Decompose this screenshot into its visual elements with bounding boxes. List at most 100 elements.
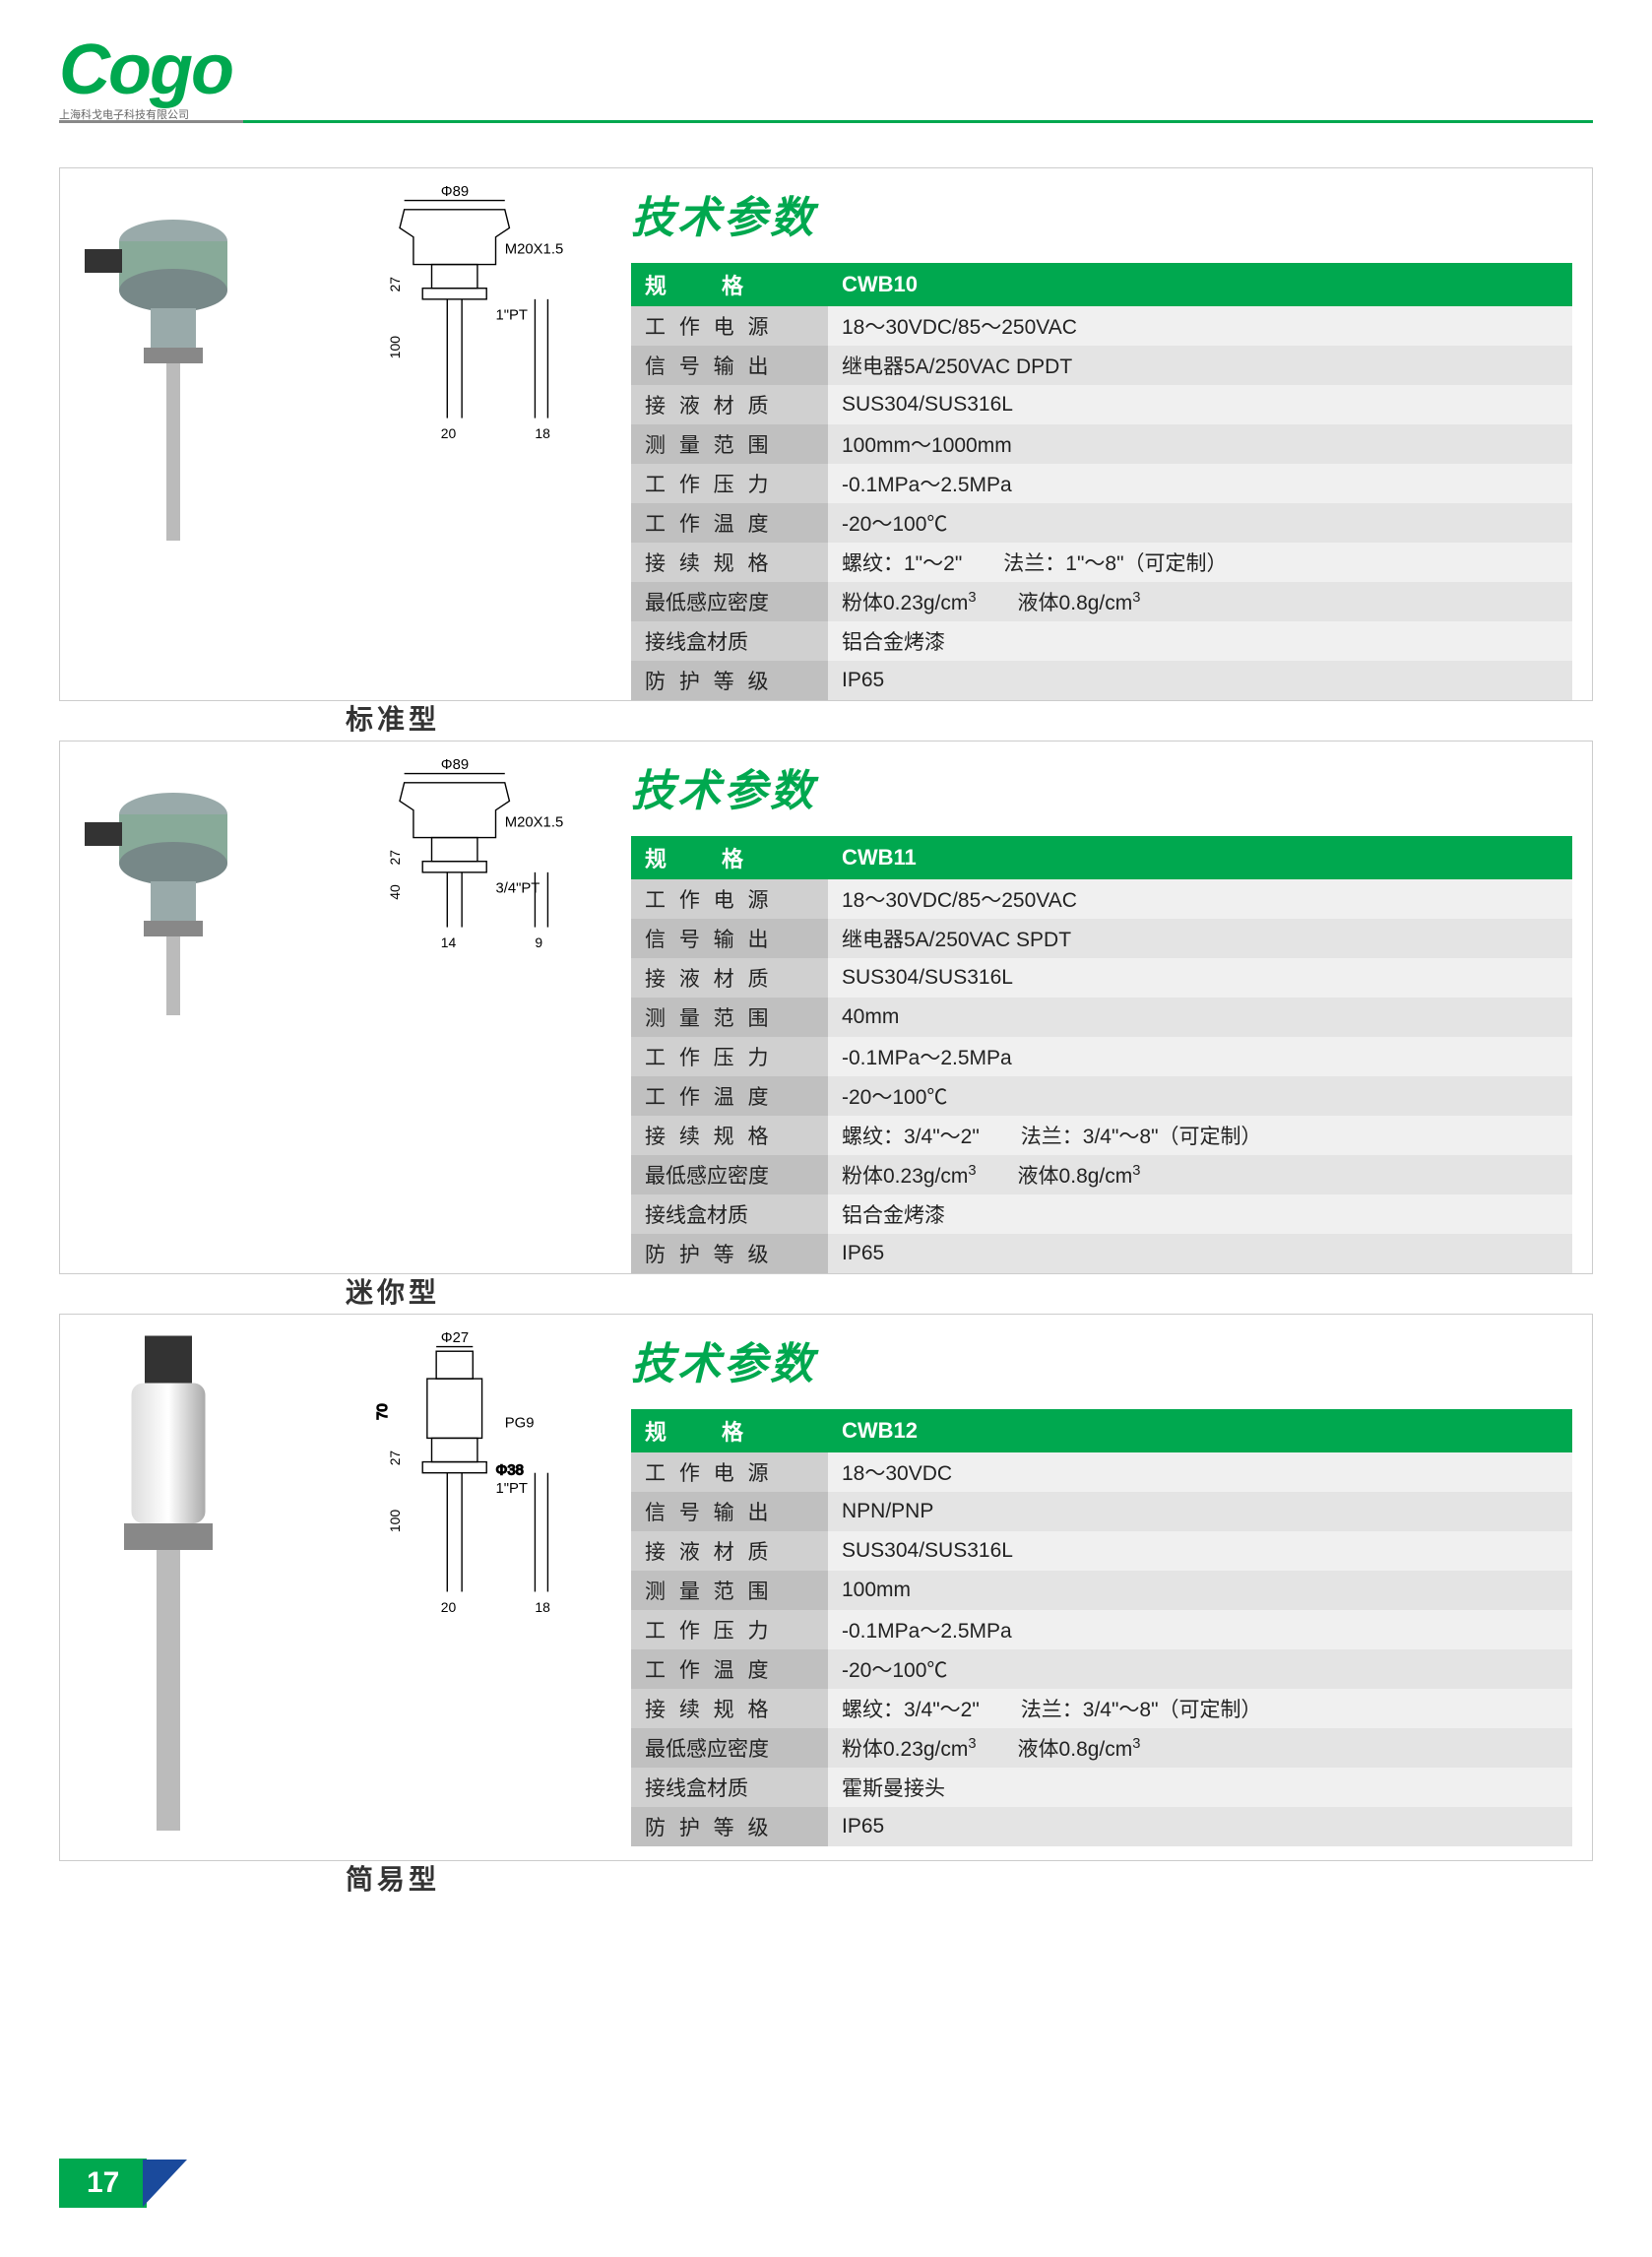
product-block: Φ27 PG9 1"PT 27 100 20 18 Φ38 70 简易型 技术参… xyxy=(59,1314,1593,1861)
spec-table: 规 格 CWB11 工 作 电 源 18～30VDC/85～250VAC 信 号… xyxy=(631,836,1572,1273)
page-footer: 17 xyxy=(59,2159,187,2208)
svg-text:PG9: PG9 xyxy=(505,1415,535,1431)
spec-value: 18～30VDC/85～250VAC xyxy=(828,879,1572,919)
product-block: Φ89 M20X1.5 3/4"PT 27 40 14 9 迷你型 技术参数 规… xyxy=(59,741,1593,1274)
svg-text:Φ38: Φ38 xyxy=(495,1463,523,1479)
spec-value: 18～30VDC xyxy=(828,1452,1572,1492)
spec-label: 接 续 规 格 xyxy=(631,1689,828,1728)
spec-value: 100mm xyxy=(828,1571,1572,1610)
spec-value: SUS304/SUS316L xyxy=(828,385,1572,424)
spec-label: 信 号 输 出 xyxy=(631,1492,828,1531)
product-left: Φ89 M20X1.5 1"PT 27 100 20 18 标准型 xyxy=(80,182,611,700)
product-type-label: 迷你型 xyxy=(346,1271,440,1311)
spec-value: 铝合金烤漆 xyxy=(828,621,1572,661)
product-photo xyxy=(80,1328,257,1860)
header-divider xyxy=(59,120,1593,123)
spec-label: 接 续 规 格 xyxy=(631,543,828,582)
svg-text:40: 40 xyxy=(387,884,403,900)
spec-value: 螺纹：3/4"～2" 法兰：3/4"～8"（可定制） xyxy=(828,1689,1572,1728)
svg-text:1"PT: 1"PT xyxy=(495,1481,528,1497)
spec-label: 信 号 输 出 xyxy=(631,919,828,958)
svg-text:1"PT: 1"PT xyxy=(495,307,528,323)
spec-label: 最低感应密度 xyxy=(631,582,828,621)
product-photo xyxy=(80,755,257,1149)
table-header-model: CWB10 xyxy=(828,263,1572,306)
spec-label: 最低感应密度 xyxy=(631,1728,828,1768)
spec-value: -20～100℃ xyxy=(828,1649,1572,1689)
table-header-label: 规 格 xyxy=(631,836,828,879)
section-title: 技术参数 xyxy=(631,182,1572,245)
spec-value: 螺纹：3/4"～2" 法兰：3/4"～8"（可定制） xyxy=(828,1116,1572,1155)
spec-label: 测 量 范 围 xyxy=(631,998,828,1037)
svg-text:18: 18 xyxy=(535,1599,550,1615)
spec-label: 测 量 范 围 xyxy=(631,1571,828,1610)
spec-label: 接线盒材质 xyxy=(631,621,828,661)
table-header-label: 规 格 xyxy=(631,263,828,306)
spec-value: -20～100℃ xyxy=(828,503,1572,543)
svg-text:27: 27 xyxy=(387,277,403,292)
page-number: 17 xyxy=(59,2159,147,2208)
spec-value: -20～100℃ xyxy=(828,1076,1572,1116)
spec-value: NPN/PNP xyxy=(828,1492,1572,1531)
spec-value: 粉体0.23g/cm3 液体0.8g/cm3 xyxy=(828,582,1572,621)
spec-label: 工 作 压 力 xyxy=(631,1610,828,1649)
spec-value: IP65 xyxy=(828,1807,1572,1846)
section-title: 技术参数 xyxy=(631,1328,1572,1391)
spec-value: 铝合金烤漆 xyxy=(828,1194,1572,1234)
spec-value: 18～30VDC/85～250VAC xyxy=(828,306,1572,346)
technical-drawing: Φ89 M20X1.5 3/4"PT 27 40 14 9 xyxy=(336,755,592,1121)
svg-text:20: 20 xyxy=(441,425,457,441)
page-content: Φ89 M20X1.5 1"PT 27 100 20 18 标准型 技术参数 规… xyxy=(0,128,1652,1861)
spec-label: 工 作 温 度 xyxy=(631,503,828,543)
table-header-label: 规 格 xyxy=(631,1409,828,1452)
spec-label: 工 作 温 度 xyxy=(631,1076,828,1116)
spec-label: 接线盒材质 xyxy=(631,1768,828,1807)
spec-label: 工 作 电 源 xyxy=(631,1452,828,1492)
spec-value: 霍斯曼接头 xyxy=(828,1768,1572,1807)
spec-value: 继电器5A/250VAC SPDT xyxy=(828,919,1572,958)
technical-drawing: Φ27 PG9 1"PT 27 100 20 18 Φ38 70 xyxy=(336,1328,592,1694)
svg-text:Φ89: Φ89 xyxy=(441,757,469,773)
product-block: Φ89 M20X1.5 1"PT 27 100 20 18 标准型 技术参数 规… xyxy=(59,167,1593,701)
spec-value: IP65 xyxy=(828,661,1572,700)
svg-text:100: 100 xyxy=(387,1510,403,1532)
svg-text:100: 100 xyxy=(387,336,403,358)
spec-value: 粉体0.23g/cm3 液体0.8g/cm3 xyxy=(828,1155,1572,1194)
technical-drawing: Φ89 M20X1.5 1"PT 27 100 20 18 xyxy=(336,182,592,548)
section-title: 技术参数 xyxy=(631,755,1572,818)
product-type-label: 标准型 xyxy=(346,698,440,738)
spec-value: 100mm～1000mm xyxy=(828,424,1572,464)
product-left: Φ27 PG9 1"PT 27 100 20 18 Φ38 70 简易型 xyxy=(80,1328,611,1860)
svg-text:18: 18 xyxy=(535,425,550,441)
svg-text:70: 70 xyxy=(375,1403,391,1420)
spec-value: 40mm xyxy=(828,998,1572,1037)
svg-text:9: 9 xyxy=(535,935,542,950)
product-type-label: 简易型 xyxy=(346,1858,440,1898)
spec-label: 防 护 等 级 xyxy=(631,661,828,700)
page-header: Cogo 上海科戈电子科技有限公司 xyxy=(0,0,1652,128)
spec-table: 规 格 CWB12 工 作 电 源 18～30VDC 信 号 输 出 NPN/P… xyxy=(631,1409,1572,1846)
svg-text:20: 20 xyxy=(441,1599,457,1615)
spec-label: 工 作 电 源 xyxy=(631,306,828,346)
product-left: Φ89 M20X1.5 3/4"PT 27 40 14 9 迷你型 xyxy=(80,755,611,1273)
spec-label: 接 液 材 质 xyxy=(631,385,828,424)
spec-value: -0.1MPa～2.5MPa xyxy=(828,1610,1572,1649)
brand-logo: Cogo xyxy=(59,30,1652,110)
spec-value: -0.1MPa～2.5MPa xyxy=(828,1037,1572,1076)
spec-label: 接线盒材质 xyxy=(631,1194,828,1234)
table-header-model: CWB12 xyxy=(828,1409,1572,1452)
spec-label: 防 护 等 级 xyxy=(631,1234,828,1273)
spec-label: 防 护 等 级 xyxy=(631,1807,828,1846)
svg-text:27: 27 xyxy=(387,1451,403,1466)
table-header-model: CWB11 xyxy=(828,836,1572,879)
product-right: 技术参数 规 格 CWB10 工 作 电 源 18～30VDC/85～250VA… xyxy=(611,182,1572,700)
spec-value: SUS304/SUS316L xyxy=(828,958,1572,998)
spec-label: 信 号 输 出 xyxy=(631,346,828,385)
spec-value: IP65 xyxy=(828,1234,1572,1273)
svg-text:Φ89: Φ89 xyxy=(441,184,469,200)
svg-text:M20X1.5: M20X1.5 xyxy=(505,241,563,257)
spec-value: 螺纹：1"～2" 法兰：1"～8"（可定制） xyxy=(828,543,1572,582)
spec-table: 规 格 CWB10 工 作 电 源 18～30VDC/85～250VAC 信 号… xyxy=(631,263,1572,700)
footer-triangle xyxy=(143,2160,187,2207)
spec-label: 工 作 压 力 xyxy=(631,1037,828,1076)
